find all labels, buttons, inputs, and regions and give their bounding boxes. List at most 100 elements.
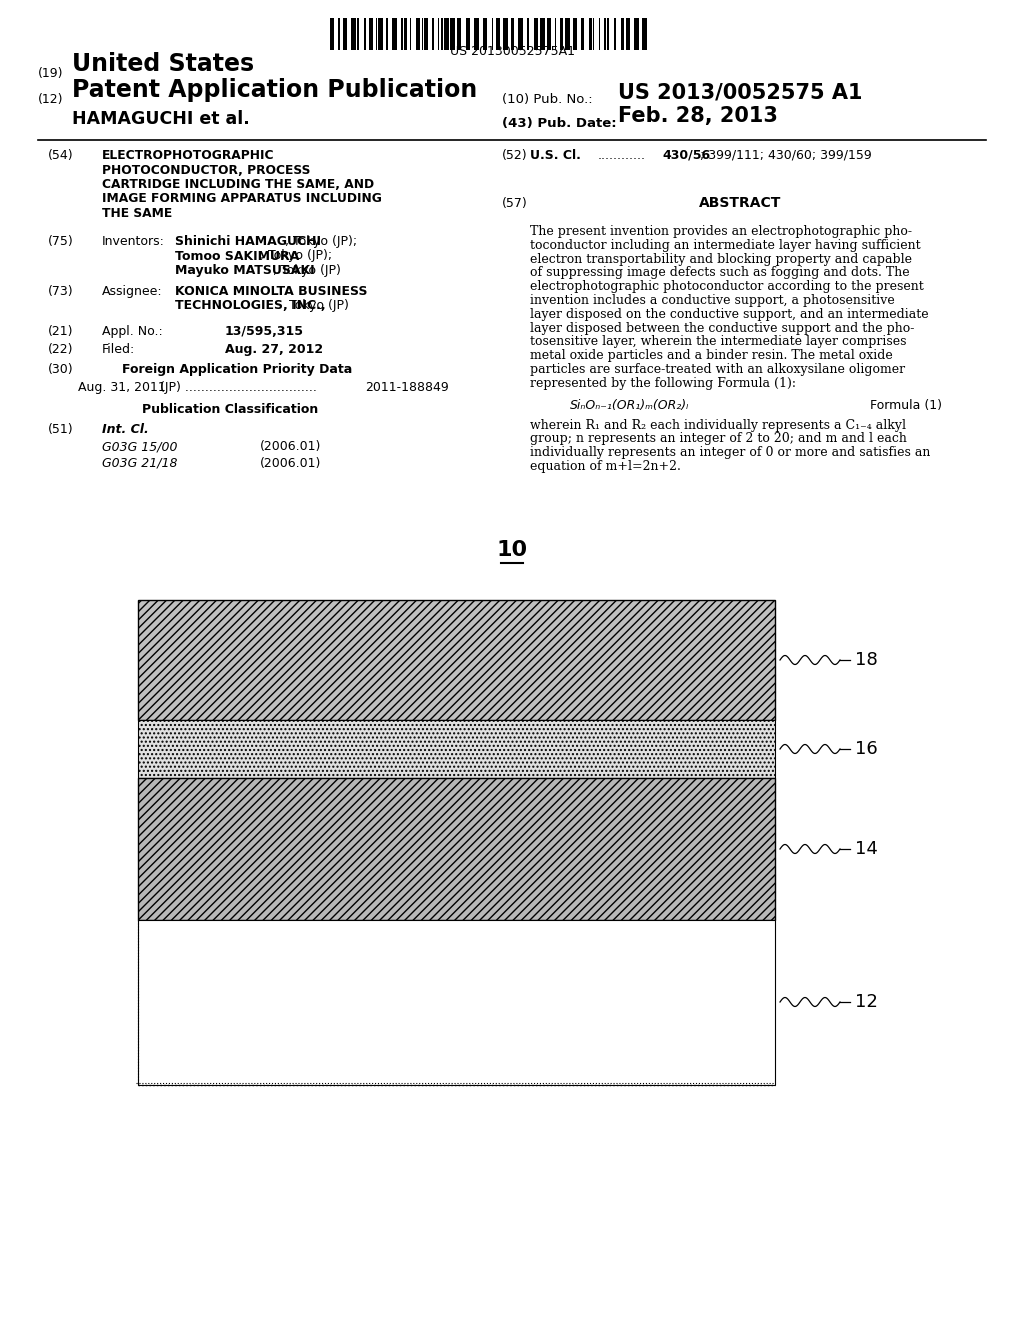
Bar	[565, 18, 570, 50]
Text: KONICA MINOLTA BUSINESS: KONICA MINOLTA BUSINESS	[175, 285, 368, 298]
Bar	[503, 18, 508, 50]
Bar	[457, 18, 461, 50]
Bar	[378, 18, 383, 50]
Text: 13/595,315: 13/595,315	[225, 325, 304, 338]
Text: (54): (54)	[48, 149, 74, 162]
Text: Tokyo (JP): Tokyo (JP)	[286, 300, 349, 312]
Text: PHOTOCONDUCTOR, PROCESS: PHOTOCONDUCTOR, PROCESS	[102, 164, 310, 177]
Bar	[581, 18, 584, 50]
Bar	[626, 18, 630, 50]
Text: (JP) .................................: (JP) .................................	[148, 381, 316, 393]
Text: (57): (57)	[502, 197, 527, 210]
Text: of suppressing image defects such as fogging and dots. The: of suppressing image defects such as fog…	[530, 267, 909, 280]
Text: US 2013/0052575 A1: US 2013/0052575 A1	[618, 82, 862, 102]
Text: electron transportability and blocking property and capable: electron transportability and blocking p…	[530, 252, 912, 265]
Text: Tomoo SAKIMURA: Tomoo SAKIMURA	[175, 249, 299, 263]
Text: (30): (30)	[48, 363, 74, 376]
Bar	[634, 18, 639, 50]
Text: (2006.01): (2006.01)	[260, 457, 322, 470]
Text: (10) Pub. No.:: (10) Pub. No.:	[502, 92, 593, 106]
Bar	[573, 18, 577, 50]
Bar	[392, 18, 397, 50]
Text: G03G 21/18: G03G 21/18	[102, 457, 177, 470]
Bar	[621, 18, 624, 50]
Bar	[369, 18, 373, 50]
Text: THE SAME: THE SAME	[102, 207, 172, 220]
Text: layer disposed between the conductive support and the pho-: layer disposed between the conductive su…	[530, 322, 914, 334]
Text: (51): (51)	[48, 422, 74, 436]
Text: ; 399/111; 430/60; 399/159: ; 399/111; 430/60; 399/159	[700, 149, 871, 162]
Bar	[416, 18, 420, 50]
Text: tosensitive layer, wherein the intermediate layer comprises: tosensitive layer, wherein the intermedi…	[530, 335, 906, 348]
Text: (12): (12)	[38, 92, 63, 106]
Text: 430/56: 430/56	[662, 149, 710, 162]
Bar	[547, 18, 551, 50]
Text: HAMAGUCHI et al.: HAMAGUCHI et al.	[72, 110, 250, 128]
Bar	[364, 18, 366, 50]
Text: Inventors:: Inventors:	[102, 235, 165, 248]
Text: SiₙOₙ₋₁(OR₁)ₘ(OR₂)ₗ: SiₙOₙ₋₁(OR₁)ₘ(OR₂)ₗ	[570, 399, 689, 412]
Bar	[614, 18, 616, 50]
Text: IMAGE FORMING APPARATUS INCLUDING: IMAGE FORMING APPARATUS INCLUDING	[102, 193, 382, 206]
Bar	[138, 777, 775, 920]
Text: 18: 18	[855, 651, 878, 669]
Text: (22): (22)	[48, 343, 74, 356]
Text: (73): (73)	[48, 285, 74, 298]
Text: layer disposed on the conductive support, and an intermediate: layer disposed on the conductive support…	[530, 308, 929, 321]
Text: , Tokyo (JP): , Tokyo (JP)	[272, 264, 340, 277]
Text: particles are surface-treated with an alkoxysilane oligomer: particles are surface-treated with an al…	[530, 363, 905, 376]
Bar	[607, 18, 609, 50]
Text: toconductor including an intermediate layer having sufficient: toconductor including an intermediate la…	[530, 239, 921, 252]
Text: G03G 15/00: G03G 15/00	[102, 440, 177, 453]
Text: represented by the following Formula (1):: represented by the following Formula (1)…	[530, 376, 796, 389]
Bar	[138, 920, 775, 1085]
Text: 16: 16	[855, 741, 878, 758]
Text: Patent Application Publication: Patent Application Publication	[72, 78, 477, 102]
Bar	[534, 18, 538, 50]
Bar	[138, 601, 775, 719]
Text: individually represents an integer of 0 or more and satisfies an: individually represents an integer of 0 …	[530, 446, 931, 459]
Text: (21): (21)	[48, 325, 74, 338]
Bar	[441, 18, 443, 50]
Text: Assignee:: Assignee:	[102, 285, 163, 298]
Bar	[483, 18, 487, 50]
Bar	[401, 18, 403, 50]
Bar	[357, 18, 359, 50]
Text: (52): (52)	[502, 149, 527, 162]
Bar	[540, 18, 545, 50]
Bar	[386, 18, 388, 50]
Text: Appl. No.:: Appl. No.:	[102, 325, 163, 338]
Text: Filed:: Filed:	[102, 343, 135, 356]
Bar	[518, 18, 523, 50]
Text: Aug. 27, 2012: Aug. 27, 2012	[225, 343, 324, 356]
Text: 14: 14	[855, 840, 878, 858]
Text: The present invention provides an electrophotographic pho-: The present invention provides an electr…	[530, 224, 912, 238]
Text: (43) Pub. Date:: (43) Pub. Date:	[502, 117, 616, 129]
Text: Foreign Application Priority Data: Foreign Application Priority Data	[122, 363, 352, 376]
Text: ELECTROPHOTOGRAPHIC: ELECTROPHOTOGRAPHIC	[102, 149, 274, 162]
Text: CARTRIDGE INCLUDING THE SAME, AND: CARTRIDGE INCLUDING THE SAME, AND	[102, 178, 374, 191]
Bar	[496, 18, 500, 50]
Text: wherein R₁ and R₂ each individually represents a C₁₋₄ alkyl: wherein R₁ and R₂ each individually repr…	[530, 418, 906, 432]
Bar	[560, 18, 563, 50]
Bar	[527, 18, 529, 50]
Bar	[604, 18, 606, 50]
Text: ............: ............	[598, 149, 646, 162]
Text: US 20130052575A1: US 20130052575A1	[450, 45, 574, 58]
Bar	[404, 18, 407, 50]
Text: Formula (1): Formula (1)	[870, 399, 942, 412]
Text: (75): (75)	[48, 235, 74, 248]
Bar	[642, 18, 647, 50]
Text: metal oxide particles and a binder resin. The metal oxide: metal oxide particles and a binder resin…	[530, 350, 893, 362]
Bar	[330, 18, 334, 50]
Text: United States: United States	[72, 51, 254, 77]
Bar	[511, 18, 514, 50]
Text: electrophotographic photoconductor according to the present: electrophotographic photoconductor accor…	[530, 280, 924, 293]
Text: (19): (19)	[38, 67, 63, 81]
Text: Aug. 31, 2011: Aug. 31, 2011	[78, 381, 166, 393]
Text: ABSTRACT: ABSTRACT	[698, 195, 781, 210]
Bar	[343, 18, 347, 50]
Text: Int. Cl.: Int. Cl.	[102, 422, 148, 436]
Text: Publication Classification: Publication Classification	[142, 403, 318, 416]
Text: , Tokyo (JP);: , Tokyo (JP);	[285, 235, 357, 248]
